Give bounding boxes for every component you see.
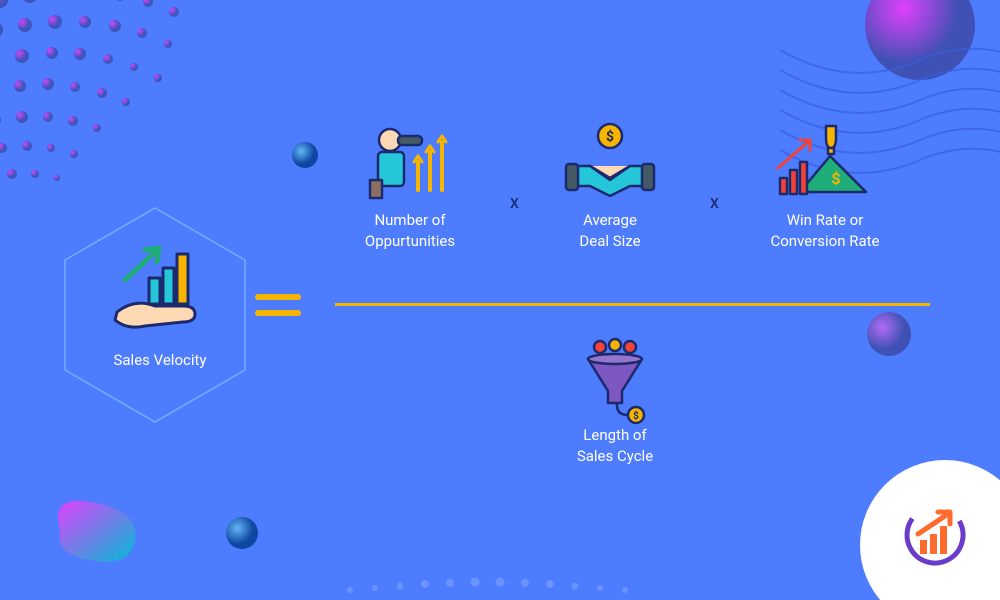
result-label: Sales Velocity [100,350,220,371]
multiplier-2: X [710,196,719,212]
denominator-label: Length of Sales Cycle [545,425,685,467]
halftone-dots-tl [0,0,240,200]
funnel-people-icon: $ [570,335,660,425]
svg-text:$: $ [831,169,840,188]
numerator-3-block: $ Win Rate or Conversion Rate [740,120,910,252]
numerator-1-label: Number of Oppurtunities [335,210,485,252]
blob-bl [40,490,150,570]
denominator-block: $ Length of Sales Cycle [545,335,685,467]
numerator-2-block: $ Average Deal Size [545,120,675,252]
sphere-tr [840,0,980,110]
hand-growth-chart-icon [105,240,215,340]
svg-text:$: $ [606,128,614,145]
handshake-dollar-icon: $ [560,120,660,210]
binoculars-person-icon [360,120,460,210]
sphere-small-3 [225,516,259,550]
trophy-chart-icon: $ [770,120,880,210]
numerator-3-label: Win Rate or Conversion Rate [740,210,910,252]
fraction-line [335,303,930,306]
numerator-2-label: Average Deal Size [545,210,675,252]
infographic-canvas: Sales Velocity Number of Oppurtunities X [0,0,1000,600]
logo-corner [860,460,1000,600]
equals-bar-bottom [255,310,301,316]
growth-arrow-circle-icon [900,500,970,570]
multiplier-1: X [510,196,519,212]
equals-bar-top [255,294,301,300]
sphere-small-2 [865,310,913,358]
numerator-1-block: Number of Oppurtunities [335,120,485,252]
svg-text:$: $ [633,409,639,422]
result-block: Sales Velocity [100,240,220,371]
dots-bottom [340,560,660,600]
sphere-small-1 [290,140,320,170]
